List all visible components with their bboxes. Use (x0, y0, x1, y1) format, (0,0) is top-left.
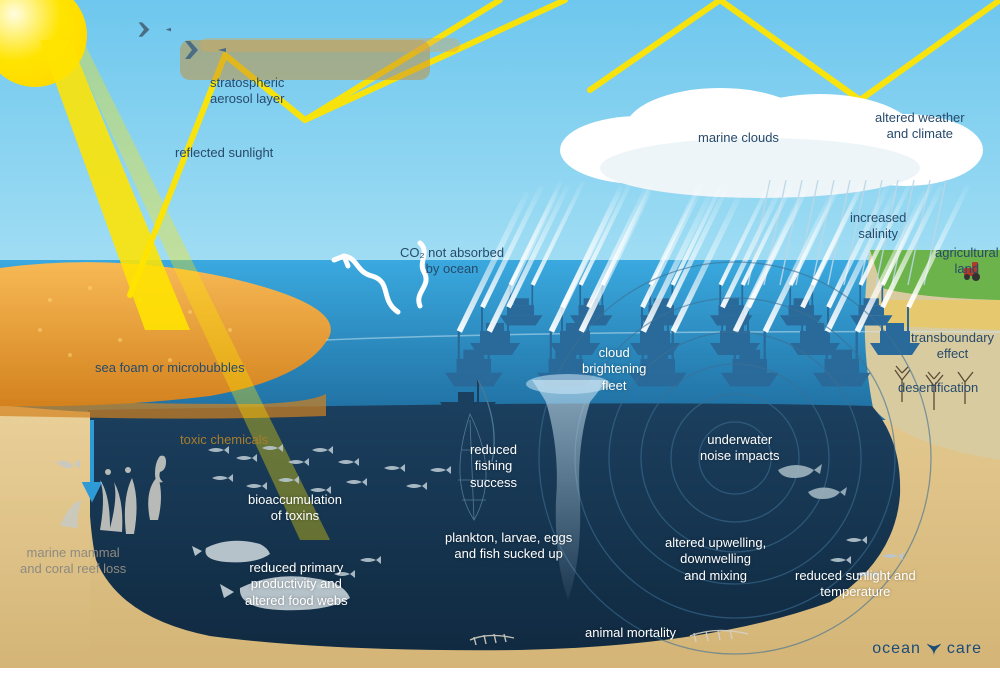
label-reduced_productivity: reduced primary productivity and altered… (245, 560, 348, 609)
label-transboundary_effect: transboundary effect (905, 330, 1000, 363)
oceancare-logo: ocean care (872, 640, 982, 658)
label-reduced_sunlight_temp: reduced sunlight and temperature (795, 568, 916, 601)
label-reduced_fishing: reduced fishing success (470, 442, 517, 491)
label-underwater_noise: underwater noise impacts (700, 432, 779, 465)
label-sea_foam: sea foam or microbubbles (95, 360, 245, 376)
label-animal_mortality: animal mortality (585, 625, 676, 641)
label-marine_mammal_loss: marine mammal and coral reef loss (20, 545, 126, 578)
label-increased_salinity: increased salinity (850, 210, 906, 243)
label-altered_upwelling: altered upwelling, downwelling and mixin… (665, 535, 766, 584)
label-reflected_sunlight: reflected sunlight (175, 145, 273, 161)
label-stratospheric_aerosol: stratospheric aerosol layer (210, 75, 284, 108)
label-altered_weather: altered weather and climate (875, 110, 965, 143)
label-agricultural_land: agricultural land (935, 245, 999, 278)
label-cloud_brightening_fleet: cloud brightening fleet (582, 345, 646, 394)
logo-text-right: care (947, 640, 982, 658)
label-plankton_sucked: plankton, larvae, eggs and fish sucked u… (445, 530, 572, 563)
infographic-canvas: stratospheric aerosol layer reflected sun… (0, 0, 1000, 668)
label-toxic_chemicals: toxic chemicals (180, 432, 268, 448)
label-desertification: desertification (898, 380, 978, 396)
label-marine_clouds: marine clouds (698, 130, 779, 146)
label-co2_not_absorbed: CO₂ not absorbed by ocean (400, 245, 504, 278)
label-bioaccumulation: bioaccumulation of toxins (248, 492, 342, 525)
logo-text-left: ocean (872, 640, 921, 658)
